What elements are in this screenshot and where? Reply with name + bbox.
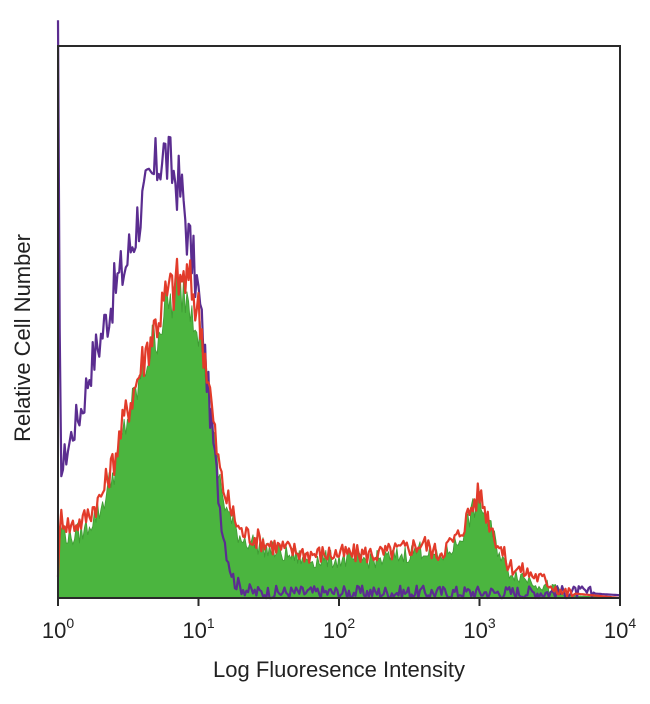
x-tick-label: 104 [604, 615, 636, 643]
x-tick-label: 102 [323, 615, 355, 643]
series-layer [56, 20, 621, 600]
x-tick-label: 100 [42, 615, 74, 643]
series-line-red [56, 257, 621, 600]
x-axis-label: Log Fluoresence Intensity [213, 657, 465, 682]
series-fill-green [57, 274, 621, 599]
x-ticks: 100 101 102 103 104 [42, 598, 636, 643]
y-axis-label: Relative Cell Number [10, 234, 35, 442]
x-tick-label: 101 [182, 615, 214, 643]
x-tick-label: 103 [463, 615, 495, 643]
